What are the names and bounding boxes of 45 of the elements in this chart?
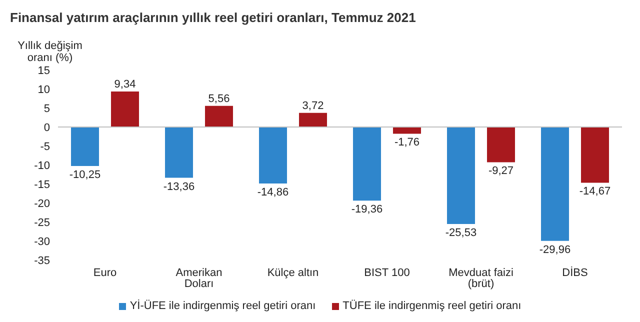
bar	[487, 127, 515, 162]
bar	[541, 127, 569, 241]
bar	[299, 112, 327, 127]
data-label: -1,76	[394, 136, 420, 149]
y-tick-label: -25	[34, 216, 50, 229]
y-tick-label: 10	[38, 84, 50, 96]
data-label: -14,67	[579, 186, 611, 198]
bar	[353, 127, 381, 201]
y-tick-label: 5	[44, 102, 50, 115]
data-label: -10,25	[69, 168, 101, 181]
data-label: -25,53	[445, 227, 477, 240]
y-tick-label: -10	[34, 160, 50, 172]
x-tick-label: BIST 100	[364, 266, 410, 279]
chart-title: Finansal yatırım araçlarının yıllık reel getiri oranları, Temmuz 2021	[10, 10, 416, 25]
bar	[259, 127, 287, 184]
data-label: 9,34	[114, 78, 136, 91]
x-tick-label: Külçe altın	[267, 266, 319, 279]
legend-label: TÜFE ile indirgenmiş reel getiri oranı	[342, 300, 522, 312]
data-label: -29,96	[539, 244, 571, 256]
bar	[393, 127, 421, 134]
bar	[71, 127, 99, 166]
y-tick-label: 0	[44, 122, 50, 134]
x-tick-label: DİBS	[562, 266, 588, 279]
bar	[447, 127, 475, 224]
data-label: -9,27	[488, 165, 514, 178]
data-label: 5,56	[208, 92, 230, 105]
bar	[111, 92, 139, 127]
bar	[581, 127, 609, 183]
data-label: -14,86	[257, 186, 289, 198]
y-tick-label: -30	[34, 236, 50, 248]
x-tick-label: Euro	[93, 266, 117, 279]
bar	[165, 127, 193, 178]
x-tick-label: Mevduat faizi (brüt)	[448, 266, 514, 290]
x-tick-label: Amerikan Doları	[176, 266, 222, 290]
legend-label: Yİ-ÜFE ile indirgenmiş reel getiri oranı	[128, 300, 316, 312]
data-label: -19,36	[351, 204, 383, 216]
y-tick-label: -35	[34, 254, 50, 267]
bar	[205, 106, 233, 127]
y-tick-label: -5	[40, 140, 50, 153]
y-axis-title: Yıllık değişim oranı (%)	[16, 40, 84, 64]
y-tick-label: 15	[38, 64, 50, 77]
y-tick-label: -20	[34, 198, 50, 210]
y-tick-label: -15	[34, 178, 50, 191]
data-label: -13,36	[163, 180, 195, 193]
data-label: 3,72	[302, 100, 324, 112]
